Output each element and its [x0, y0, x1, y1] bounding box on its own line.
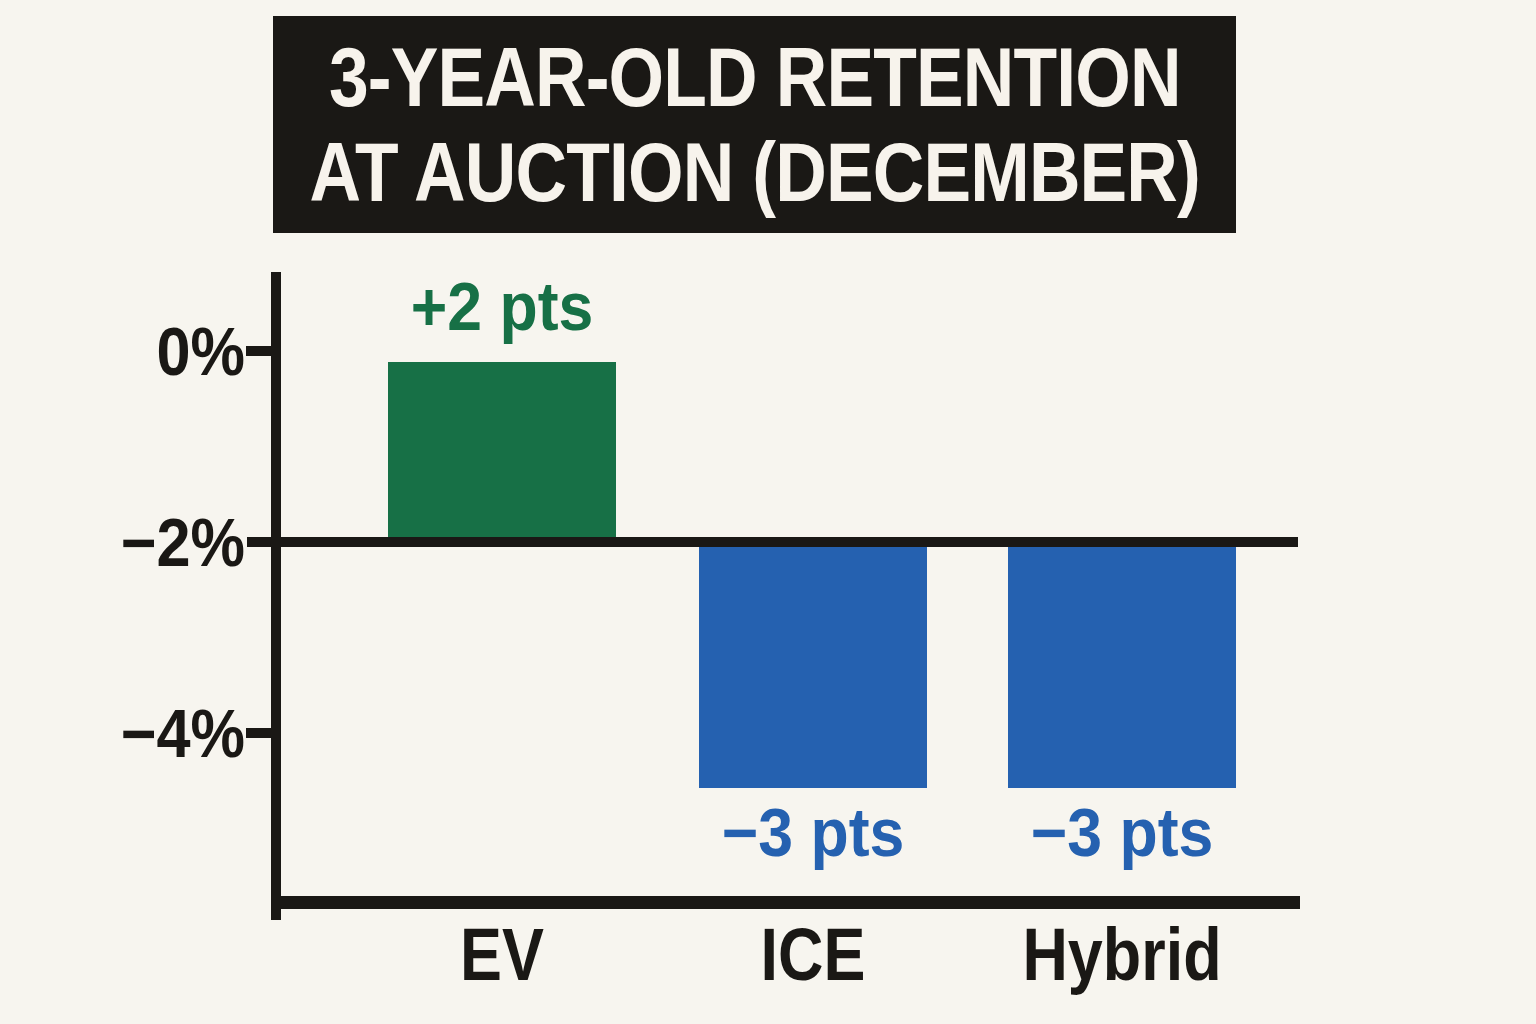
x-axis-line [271, 896, 1300, 909]
y-tick-label-1: −2% [43, 506, 246, 578]
chart-title: 3-YEAR-OLD RETENTION AT AUCTION (DECEMBE… [309, 30, 1199, 218]
chart-title-line-2: AT AUCTION (DECEMBER) [309, 125, 1199, 219]
x-axis-label-hybrid: Hybrid [952, 918, 1292, 992]
bar-value-label-hybrid: −3 pts [938, 798, 1306, 866]
retention-bar-chart: 3-YEAR-OLD RETENTION AT AUCTION (DECEMBE… [0, 0, 1536, 1024]
bar-ice [699, 547, 927, 788]
bar-value-label-ev: +2 pts [318, 272, 686, 340]
chart-title-line-1: 3-YEAR-OLD RETENTION [309, 30, 1199, 124]
baseline-at-minus-2pct [247, 537, 1298, 547]
y-tick-mark-0 [246, 346, 281, 356]
y-tick-label-0: 0% [43, 315, 246, 387]
y-axis-line [271, 272, 281, 920]
y-tick-label-2: −4% [43, 697, 246, 769]
x-axis-label-ice: ICE [643, 918, 983, 992]
chart-title-box: 3-YEAR-OLD RETENTION AT AUCTION (DECEMBE… [273, 16, 1236, 233]
bar-ev [388, 362, 616, 537]
bar-hybrid [1008, 547, 1236, 788]
y-tick-mark-neg4 [246, 728, 281, 738]
x-axis-label-ev: EV [332, 918, 672, 992]
